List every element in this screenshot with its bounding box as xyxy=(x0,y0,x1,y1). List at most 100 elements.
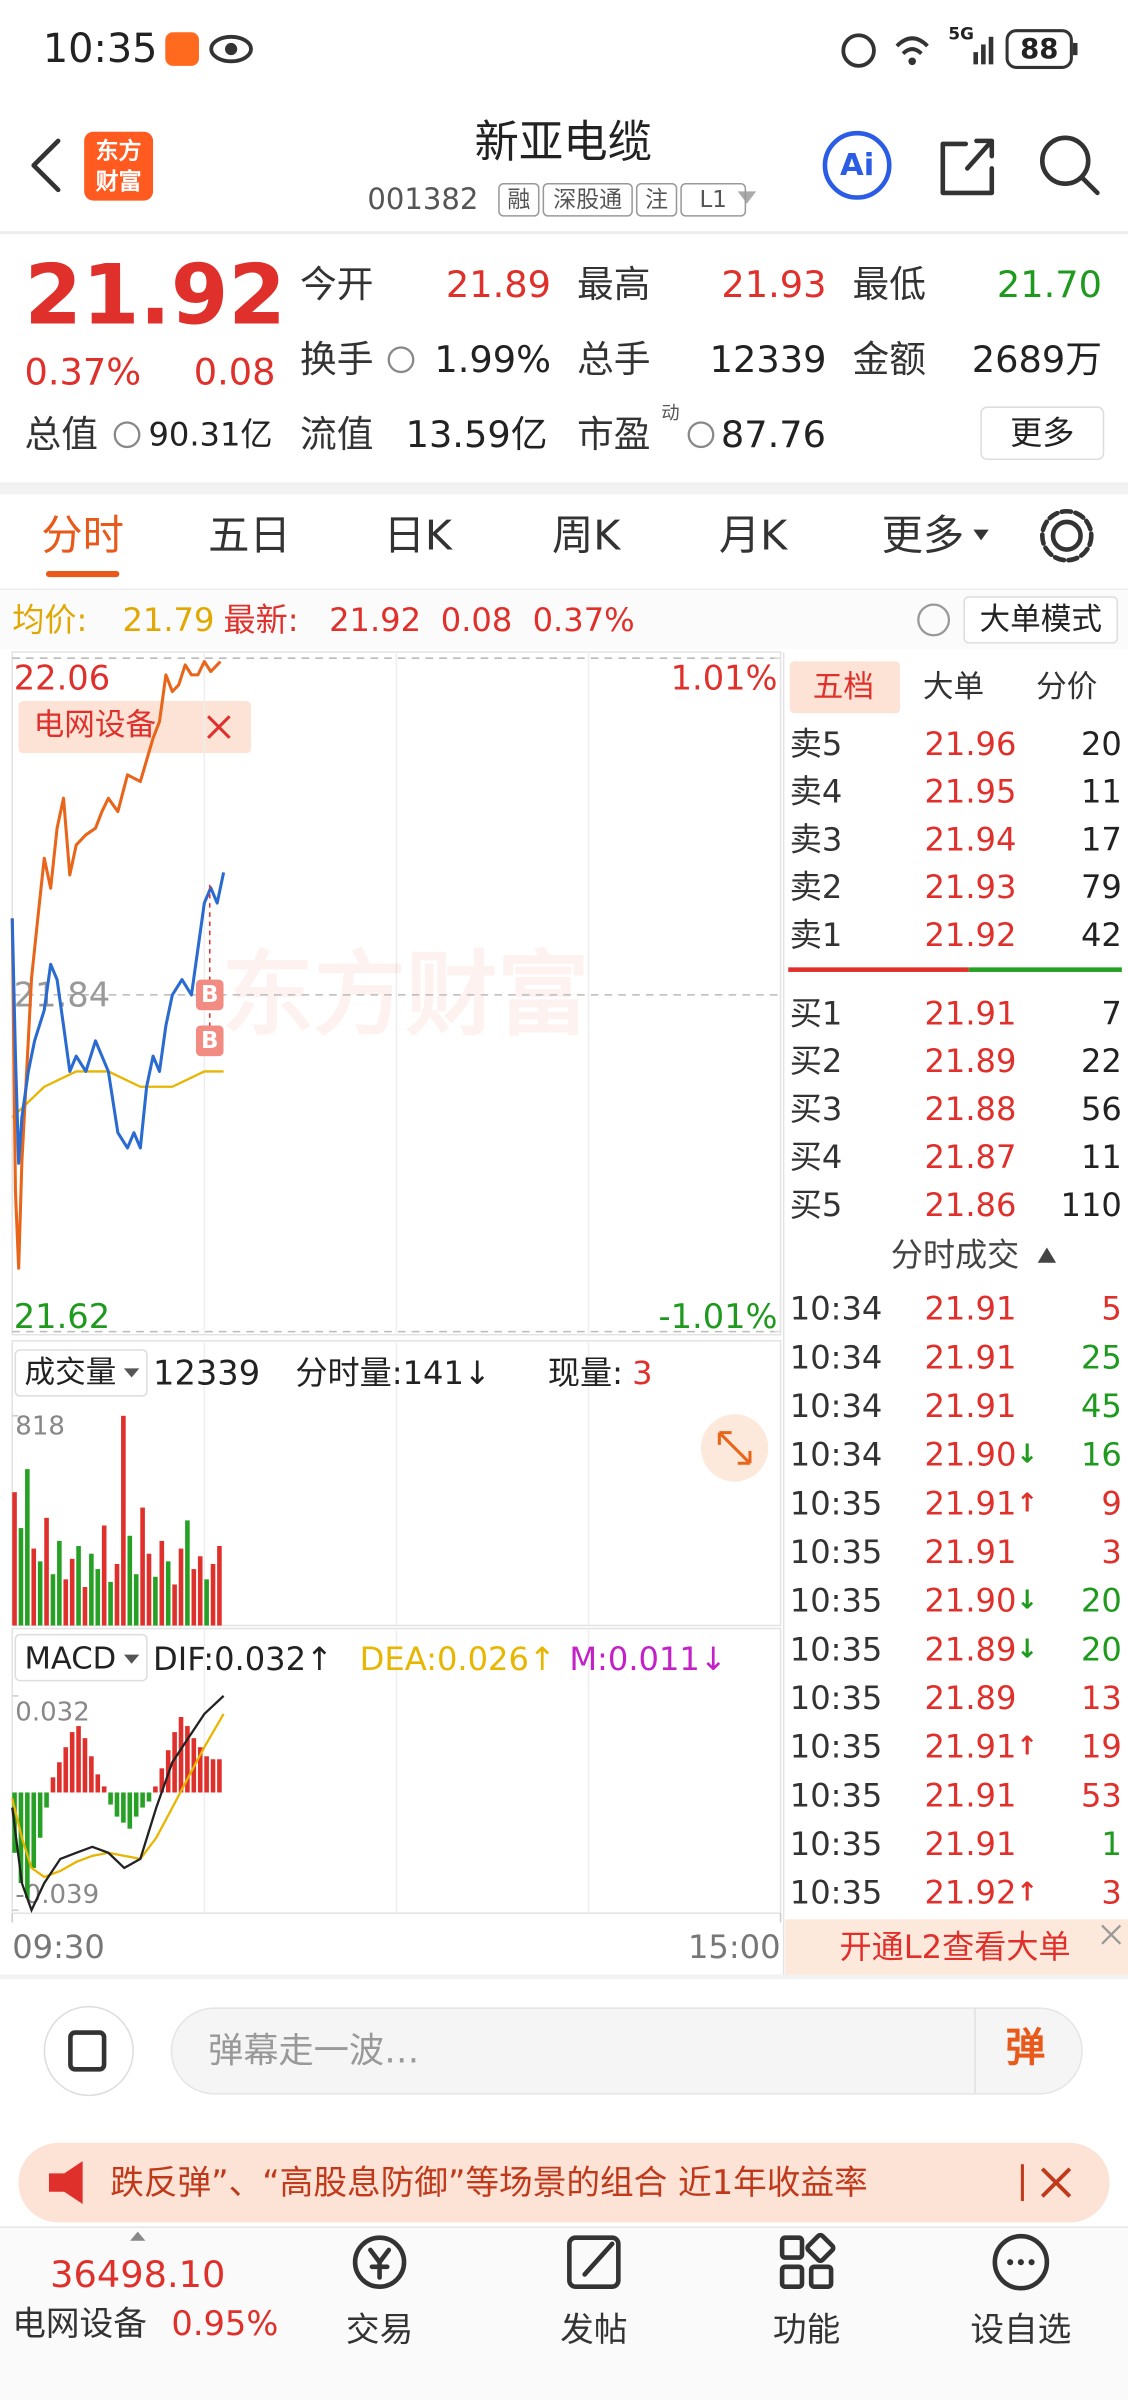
trade-volume: 16 xyxy=(1081,1436,1122,1474)
danmaku-button[interactable]: 弹 xyxy=(1006,2025,1046,2071)
sector-tag: 电网设备 xyxy=(34,708,156,743)
macd-label: MACD xyxy=(24,1642,116,1677)
stat-value: 13.59亿 xyxy=(406,413,548,456)
back-button[interactable] xyxy=(31,138,61,193)
stat-sup: 动 xyxy=(661,403,679,424)
share-button[interactable] xyxy=(940,138,995,196)
stat-value: 12339 xyxy=(710,338,827,381)
book-price: 21.96 xyxy=(924,725,1016,763)
tag: 融 xyxy=(507,187,530,213)
logo[interactable] xyxy=(84,131,154,201)
volume-bar xyxy=(89,1553,94,1626)
ai-button[interactable] xyxy=(822,130,892,200)
nav-item[interactable]: 设自选 xyxy=(970,2310,1071,2349)
code-dropdown[interactable] xyxy=(737,191,757,204)
book-tab[interactable]: 大单 xyxy=(923,670,984,705)
macd-bar xyxy=(121,1792,126,1823)
nav-item[interactable]: 功能 xyxy=(773,2310,840,2349)
y-tick-label: 22.06 xyxy=(14,659,110,698)
current-label: 现量: xyxy=(548,1354,623,1392)
mode[interactable]: 大单模式 xyxy=(980,602,1102,637)
trade-price: 21.92 xyxy=(924,1874,1016,1912)
last-pct: 0.37% xyxy=(533,601,635,639)
volume-bar xyxy=(153,1576,158,1626)
stat-label: 最低 xyxy=(853,263,926,306)
book-price: 21.95 xyxy=(924,773,1016,811)
comment-input[interactable] xyxy=(170,2007,1083,2095)
marker-box xyxy=(195,979,224,1011)
tab[interactable]: 周K xyxy=(552,512,621,560)
expand-button[interactable] xyxy=(700,1414,769,1482)
trade-volume: 1 xyxy=(1101,1825,1121,1863)
more-button[interactable] xyxy=(980,406,1105,460)
book-volume: 11 xyxy=(1081,1138,1122,1176)
index-name: 电网设备 xyxy=(12,2304,147,2343)
collapse[interactable] xyxy=(1037,1247,1057,1263)
x-tick-label: 09:30 xyxy=(12,1928,105,1966)
network: 5G xyxy=(948,24,974,44)
macd-bar xyxy=(172,1732,177,1793)
nav-item[interactable]: 发帖 xyxy=(560,2310,627,2349)
stat-label: 市盈 xyxy=(577,413,650,456)
book-label: 卖2 xyxy=(790,868,843,906)
macd-bar xyxy=(114,1792,120,1817)
last: 21.92 xyxy=(329,601,421,639)
tab[interactable]: 分时 xyxy=(41,512,124,560)
index-toggle[interactable] xyxy=(130,2231,146,2241)
l2-banner[interactable]: 开通L2查看大单 xyxy=(840,1928,1071,1966)
volume-bar xyxy=(44,1517,49,1626)
tag-box xyxy=(498,182,540,217)
macd-bar xyxy=(146,1792,152,1802)
more[interactable]: 更多 xyxy=(1010,414,1074,452)
macd-bar xyxy=(178,1717,184,1793)
book-tab[interactable]: 五档 xyxy=(813,670,874,705)
trade-time: 10:34 xyxy=(790,1436,883,1474)
index-value: 36498.10 xyxy=(50,2253,225,2296)
comment-icon[interactable] xyxy=(43,2005,134,2097)
macd-bar xyxy=(76,1726,81,1793)
dropdown xyxy=(123,1654,140,1664)
trade-arrow: ↓ xyxy=(1016,1634,1038,1664)
x-tick-label: 15:00 xyxy=(688,1928,781,1966)
nav-item[interactable]: 交易 xyxy=(346,2310,413,2349)
settings-button[interactable] xyxy=(1039,508,1094,563)
logo-text: 东方 xyxy=(96,138,142,165)
volume-bar xyxy=(69,1558,75,1626)
l2-bg[interactable] xyxy=(785,1919,1128,1975)
y-tick-label: 818 xyxy=(15,1412,65,1442)
divider xyxy=(0,1974,1128,1980)
change: 0.08 xyxy=(194,350,276,393)
book-tab[interactable]: 分价 xyxy=(1036,670,1097,705)
search-button[interactable] xyxy=(1039,135,1100,196)
close-tag[interactable] xyxy=(207,715,231,739)
indicator-select[interactable] xyxy=(14,1633,148,1682)
tab[interactable]: 更多 xyxy=(882,512,965,560)
volume-bar xyxy=(18,1528,24,1626)
macd-bar xyxy=(140,1792,145,1808)
mode-button[interactable] xyxy=(963,596,1119,644)
trade-price: 21.91 xyxy=(924,1338,1016,1376)
sector-tag-bg[interactable] xyxy=(18,701,252,754)
tab[interactable]: 日K xyxy=(384,512,453,560)
volume-bar xyxy=(82,1587,88,1626)
macd-bar xyxy=(133,1792,139,1817)
trade-arrow: ↓ xyxy=(1016,1586,1038,1616)
help-icon[interactable] xyxy=(917,603,951,637)
trade-volume: 5 xyxy=(1101,1290,1121,1328)
macd-bar xyxy=(25,1792,30,1899)
close-banner[interactable] xyxy=(1040,2167,1072,2198)
close-l2[interactable] xyxy=(1101,1924,1122,1945)
status-icons xyxy=(165,29,1078,69)
tab[interactable]: 月K xyxy=(719,512,788,560)
volume-select[interactable] xyxy=(14,1349,148,1397)
stat-value: 1.99% xyxy=(434,338,551,381)
macd-bar xyxy=(204,1756,209,1793)
trade-marker: B xyxy=(201,982,218,1008)
book-price: 21.93 xyxy=(924,868,1016,906)
tab[interactable]: 五日 xyxy=(208,512,291,560)
bid-bar xyxy=(968,967,1122,972)
y2-tick-label: 1.01% xyxy=(671,659,778,698)
banner-bg[interactable] xyxy=(18,2142,1110,2223)
